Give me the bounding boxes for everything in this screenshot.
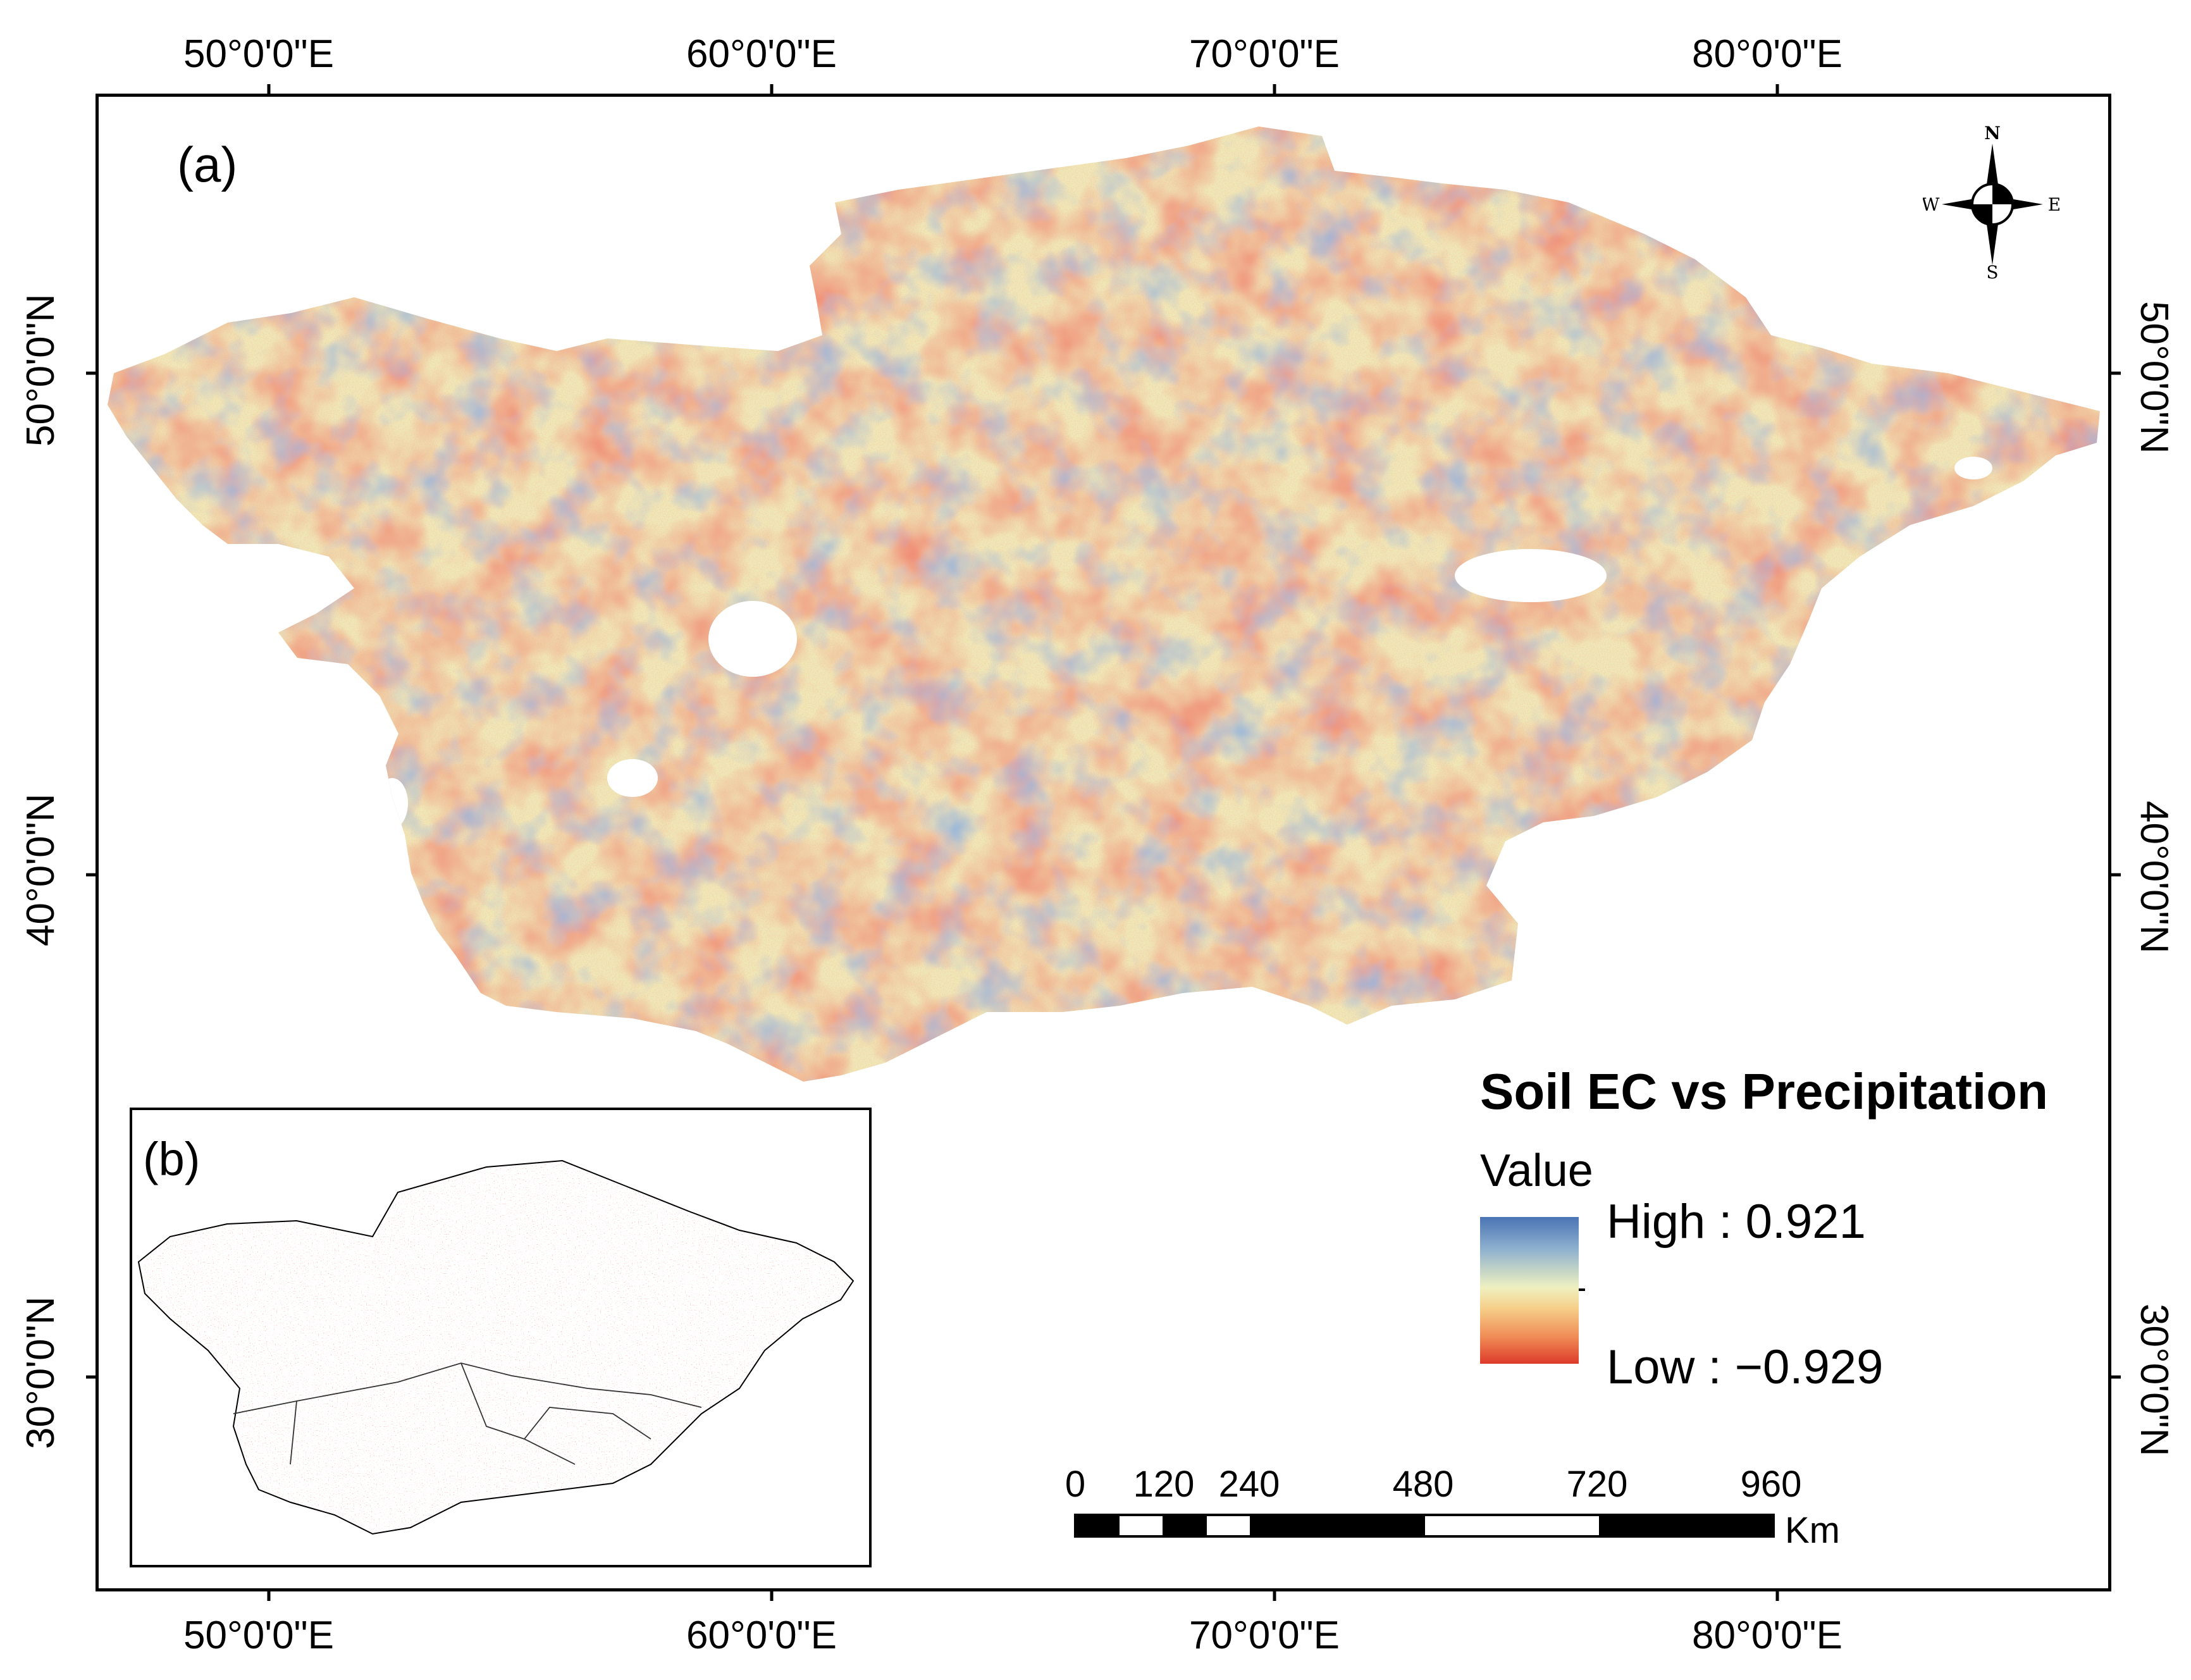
inset-map-frame xyxy=(130,1108,872,1567)
lon-label-bottom-50e: 50°0'0"E xyxy=(183,1614,334,1657)
legend-high-label: High : 0.921 xyxy=(1607,1195,1866,1249)
legend-low-label: Low : −0.929 xyxy=(1607,1340,1884,1394)
panel-a-label: (a) xyxy=(177,137,238,192)
scale-label-960: 960 xyxy=(1740,1464,1802,1505)
scale-label-720: 720 xyxy=(1566,1464,1628,1505)
lon-label-top-60e: 60°0'0"E xyxy=(686,32,837,76)
graticule-ticks xyxy=(86,84,2121,1601)
scale-label-120: 120 xyxy=(1133,1464,1195,1505)
correlation-raster xyxy=(108,127,2100,1082)
scale-bar xyxy=(1074,1514,1775,1538)
lon-label-top-50e: 50°0'0"E xyxy=(183,32,334,76)
north-arrow-icon: N S W E xyxy=(1923,123,2061,283)
legend-mid-tick xyxy=(1579,1288,1585,1291)
scale-label-240: 240 xyxy=(1218,1464,1280,1505)
north-label: N xyxy=(1984,123,2001,144)
legend-subtitle: Value xyxy=(1480,1146,1593,1196)
inset-map xyxy=(137,1159,855,1535)
map-frame xyxy=(96,94,2111,1591)
panel-b-label: (b) xyxy=(143,1133,201,1185)
scale-unit: Km xyxy=(1785,1510,1840,1551)
lon-label-top-80e: 80°0'0"E xyxy=(1692,32,1842,76)
legend-color-ramp xyxy=(1480,1217,1579,1364)
lon-label-bottom-70e: 70°0'0"E xyxy=(1189,1614,1340,1657)
south-label: S xyxy=(1986,262,1998,283)
scale-label-480: 480 xyxy=(1392,1464,1454,1505)
lon-label-bottom-80e: 80°0'0"E xyxy=(1692,1614,1842,1657)
scale-label-0: 0 xyxy=(1065,1464,1086,1505)
west-label: W xyxy=(1923,194,1940,215)
east-label: E xyxy=(2048,194,2061,215)
lon-label-top-70e: 70°0'0"E xyxy=(1189,32,1340,76)
legend-title: Soil EC vs Precipitation xyxy=(1480,1063,2049,1120)
lon-label-bottom-60e: 60°0'0"E xyxy=(686,1614,837,1657)
